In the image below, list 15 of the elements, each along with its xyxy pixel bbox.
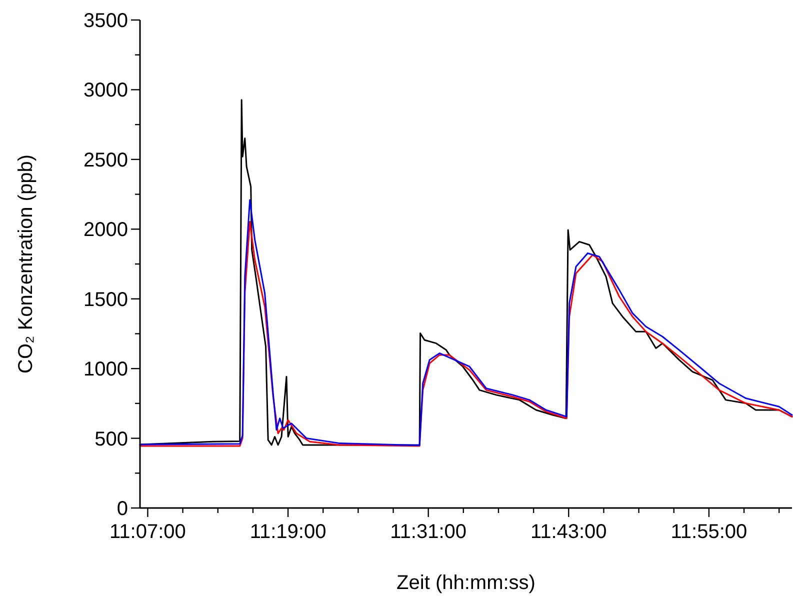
y-tick-label: 500	[94, 428, 128, 450]
y-tick-label: 0	[116, 498, 128, 520]
y-tick-label: 1000	[84, 358, 128, 381]
y-axis-title: CO₂ Konzentration (ppb)	[15, 154, 37, 374]
x-tick-label: 11:43:00	[530, 521, 607, 543]
y-tick-label: 3000	[84, 80, 128, 102]
x-tick-label: 11:07:00	[110, 521, 186, 543]
y-tick-label: 2500	[84, 149, 128, 172]
x-axis-title: Zeit (hh:mm:ss)	[396, 572, 536, 594]
x-tick-label: 11:31:00	[390, 521, 467, 543]
y-tick-label: 2000	[84, 219, 128, 242]
y-tick-label: 1500	[84, 288, 128, 311]
y-tick-label: 3500	[84, 10, 128, 32]
x-tick-label: 11:19:00	[250, 521, 326, 543]
x-tick-label: 11:55:00	[670, 521, 748, 543]
